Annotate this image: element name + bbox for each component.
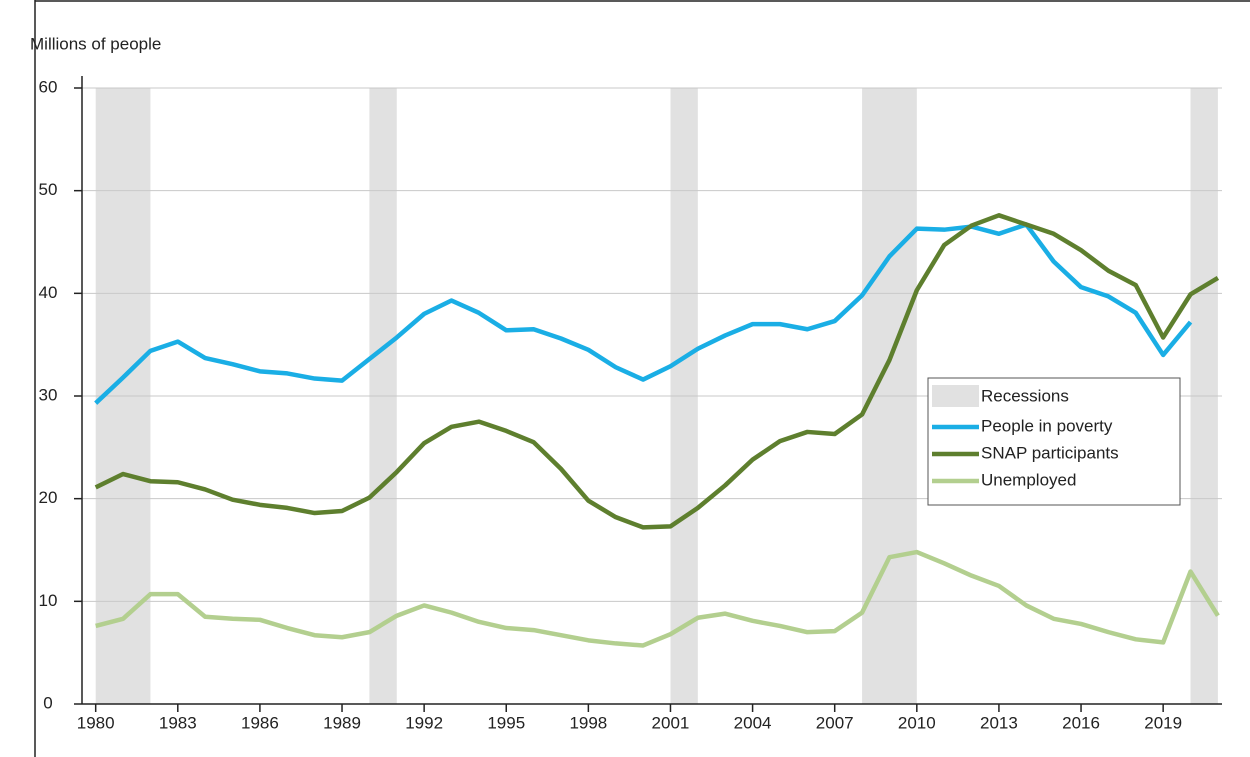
legend-label: Unemployed — [981, 470, 1076, 489]
y-tick-label: 0 — [43, 693, 52, 712]
y-tick-label: 20 — [39, 488, 58, 507]
x-tick-label: 2007 — [816, 713, 854, 732]
x-tick-label: 2001 — [652, 713, 690, 732]
x-tick-label: 1989 — [323, 713, 361, 732]
x-tick-label: 1998 — [569, 713, 607, 732]
x-tick-label: 1986 — [241, 713, 279, 732]
x-tick-label: 2019 — [1144, 713, 1182, 732]
x-tick-label: 2013 — [980, 713, 1018, 732]
legend-label: SNAP participants — [981, 443, 1119, 462]
y-tick-label: 30 — [39, 385, 58, 404]
x-tick-label: 1995 — [487, 713, 525, 732]
y-tick-label: 50 — [39, 180, 58, 199]
y-axis-label: Millions of people — [30, 34, 161, 53]
series-line — [94, 213, 1220, 530]
x-tick-label: 2016 — [1062, 713, 1100, 732]
x-tick-label: 1983 — [159, 713, 197, 732]
x-tick-label: 2010 — [898, 713, 936, 732]
x-tick-label: 1980 — [77, 713, 115, 732]
x-tick-label: 2004 — [734, 713, 772, 732]
y-tick-label: 40 — [39, 283, 58, 302]
series-line — [94, 222, 1193, 405]
legend-label: People in poverty — [981, 416, 1113, 435]
y-tick-label: 10 — [39, 591, 58, 610]
legend-label: Recessions — [981, 386, 1069, 405]
series-line — [95, 549, 1220, 648]
legend-swatch — [932, 385, 979, 407]
x-tick-label: 1992 — [405, 713, 443, 732]
y-tick-label: 60 — [39, 77, 58, 96]
